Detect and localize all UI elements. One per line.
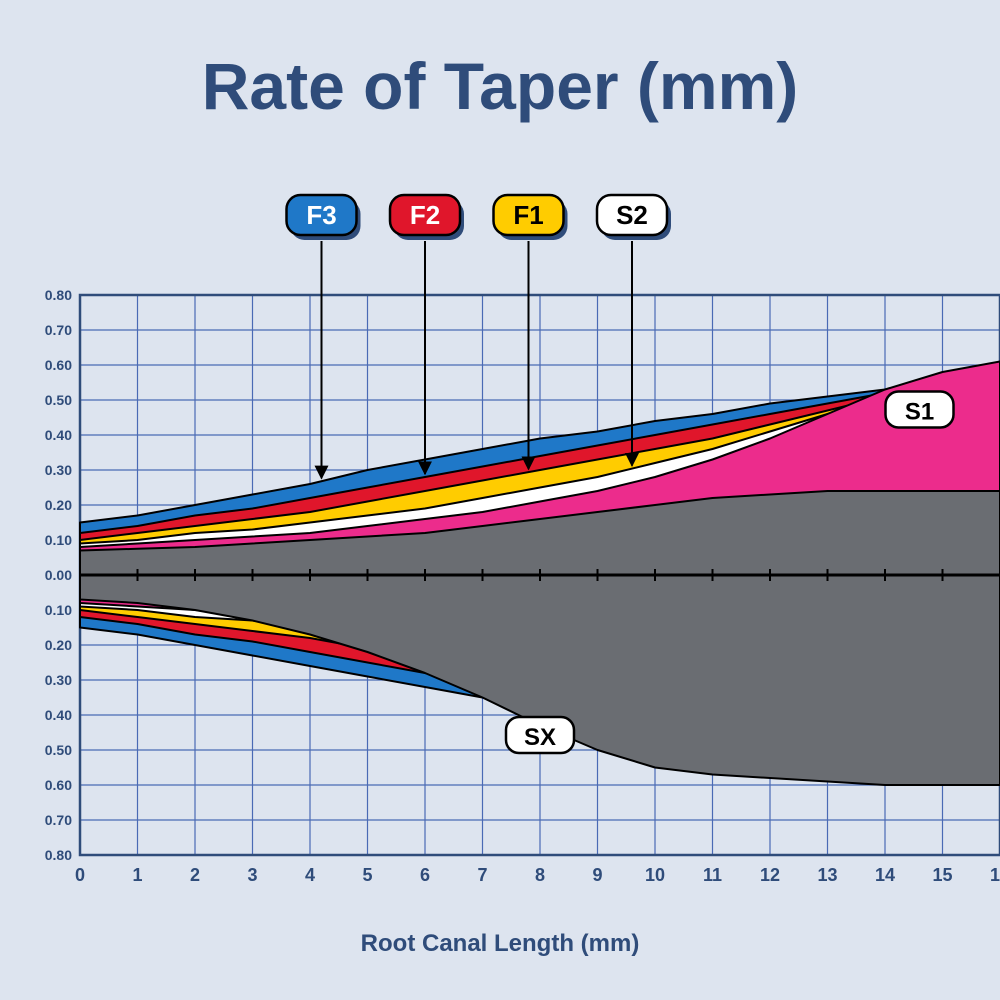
legend-badge-s2: S2 [616,200,648,230]
legend-badge-f1: F1 [513,200,543,230]
x-tick-label: 9 [592,865,602,885]
x-tick-label: 8 [535,865,545,885]
y-tick-label: 0.30 [45,462,72,478]
y-tick-label: 0.40 [45,707,72,723]
x-tick-label: 5 [362,865,372,885]
y-tick-label: 0.40 [45,427,72,443]
y-tick-label: 0.30 [45,672,72,688]
y-tick-label: 0.00 [45,567,72,583]
y-tick-label: 0.60 [45,357,72,373]
series-label-s1: S1 [905,399,934,426]
y-tick-label: 0.70 [45,322,72,338]
x-tick-label: 16 [990,865,1000,885]
x-tick-label: 11 [703,865,722,885]
x-tick-label: 15 [932,865,952,885]
x-tick-label: 1 [132,865,142,885]
x-tick-label: 3 [247,865,257,885]
y-tick-label: 0.10 [45,602,72,618]
y-tick-label: 0.80 [45,847,72,863]
x-tick-label: 14 [875,865,895,885]
taper-chart: 0.80 0.70 0.60 0.50 0.40 0.30 0.20 0.10 0.00 0.10… [0,0,1000,1000]
legend-badge-f2: F2 [410,200,440,230]
y-tick-label: 0.80 [45,287,72,303]
x-tick-label: 4 [305,865,315,885]
y-tick-label: 0.20 [45,497,72,513]
y-tick-label: 0.20 [45,637,72,653]
y-tick-label: 0.70 [45,812,72,828]
y-tick-label: 0.60 [45,777,72,793]
x-tick-label: 6 [420,865,430,885]
y-tick-label: 0.50 [45,742,72,758]
legend-badge-f3: F3 [306,200,336,230]
x-tick-label: 0 [75,865,85,885]
x-tick-label: 2 [190,865,200,885]
x-tick-label: 13 [817,865,837,885]
y-tick-label: 0.10 [45,532,72,548]
x-tick-label: 12 [760,865,780,885]
x-tick-label: 7 [477,865,487,885]
x-tick-label: 10 [645,865,665,885]
series-label-sx: SX [524,724,556,751]
y-tick-label: 0.50 [45,392,72,408]
